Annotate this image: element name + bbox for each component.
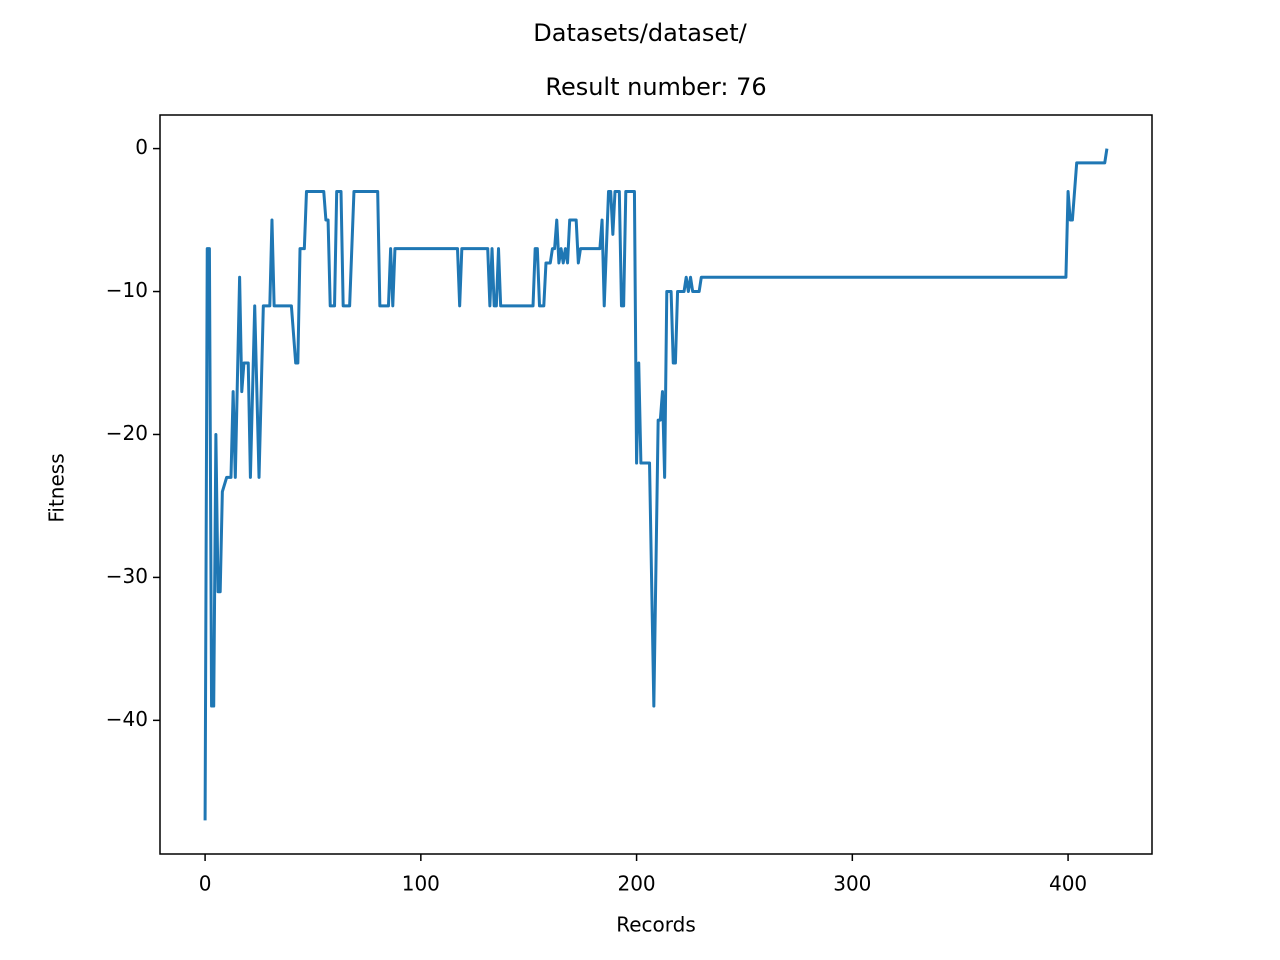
- x-tick-label: 100: [402, 872, 440, 896]
- x-tick-label: 300: [833, 872, 871, 896]
- plot-frame: [159, 114, 1153, 855]
- y-tick-label: −20: [106, 421, 148, 445]
- y-tick-label: −10: [106, 278, 148, 302]
- data-line: [203, 148, 1109, 821]
- y-axis-label: Fitness: [45, 453, 69, 522]
- y-tick-label: −40: [106, 707, 148, 731]
- y-tick-label: 0: [135, 135, 148, 159]
- suptitle: Datasets/dataset/: [533, 19, 747, 47]
- x-tick-label: 200: [617, 872, 655, 896]
- x-tick-label: 0: [199, 872, 212, 896]
- x-tick-label: 400: [1049, 872, 1087, 896]
- y-tick-label: −30: [106, 564, 148, 588]
- x-axis-label: Records: [616, 913, 696, 937]
- chart-title: Result number: 76: [545, 73, 766, 101]
